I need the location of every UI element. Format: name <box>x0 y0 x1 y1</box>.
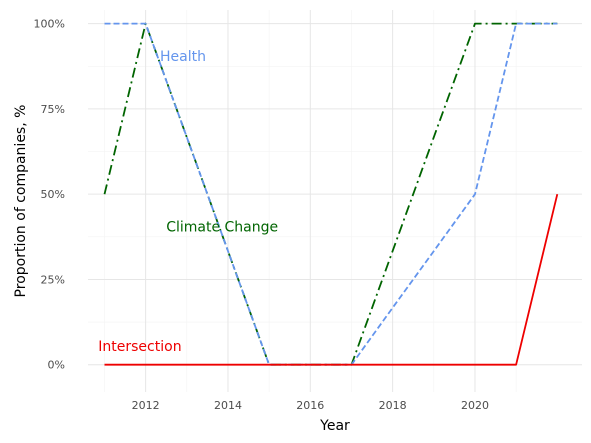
x-tick-label: 2020 <box>461 399 489 412</box>
y-tick-label: 50% <box>41 188 65 201</box>
series-label-intersection: Intersection <box>98 339 181 355</box>
series-lines <box>103 22 559 366</box>
x-axis-title: Year <box>319 418 350 434</box>
series-label-climate-change: Climate Change <box>166 220 278 236</box>
y-tick-label: 100% <box>34 18 65 31</box>
series-line-intersection <box>104 193 559 366</box>
y-tick-label: 75% <box>41 103 65 116</box>
series-annotations: Health Climate Change Intersection <box>98 49 278 355</box>
series-label-health: Health <box>160 49 206 65</box>
x-tick-label: 2014 <box>214 399 242 412</box>
x-tick-label: 2012 <box>132 399 160 412</box>
y-axis-title: Proportion of companies, % <box>13 105 29 298</box>
grid <box>88 10 582 392</box>
y-tick-label: 25% <box>41 273 65 286</box>
y-tick-label: 0% <box>48 359 65 372</box>
x-tick-label: 2018 <box>379 399 407 412</box>
x-tick-label: 2016 <box>296 399 324 412</box>
axis-ticks: 2012 2014 2016 2018 2020 0% 25% 50% 75% 100% <box>34 18 489 412</box>
